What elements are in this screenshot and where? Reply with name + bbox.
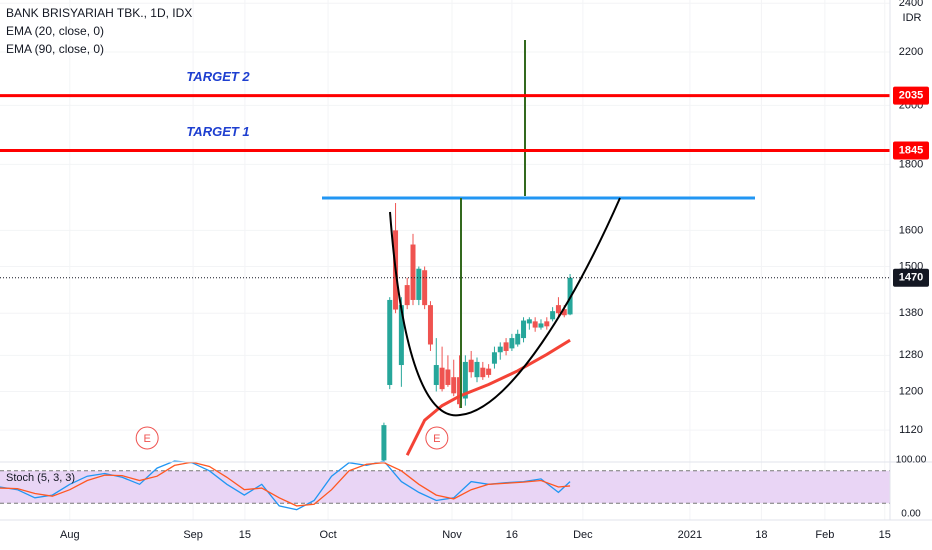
event-marker xyxy=(425,426,449,450)
candle-body xyxy=(515,333,521,345)
x-tick-label: Aug xyxy=(60,529,80,541)
axis-labels: 1120120012801380150016001800200022002400… xyxy=(60,0,929,541)
legend-entry: EMA (90, close, 0) xyxy=(6,42,104,56)
candle-body xyxy=(491,352,497,364)
stoch-line xyxy=(0,461,571,507)
candle-body xyxy=(416,268,422,300)
level-value: 1845 xyxy=(899,144,923,156)
chart-title: BANK BRISYARIAH TBK., 1D, IDX xyxy=(6,6,192,20)
event-label: E xyxy=(433,433,440,445)
candle-body xyxy=(538,323,544,328)
x-tick-label: 15 xyxy=(239,529,251,541)
candle-body xyxy=(404,285,410,306)
candle-body xyxy=(509,338,515,349)
stoch-tick-label: 100.00 xyxy=(896,455,927,466)
x-tick-label: 16 xyxy=(506,529,518,541)
candle-body xyxy=(532,321,538,328)
candle-body xyxy=(422,270,428,306)
candle-body xyxy=(433,365,439,385)
candle-body xyxy=(457,377,463,405)
x-tick-label: Oct xyxy=(320,529,337,541)
marks xyxy=(0,203,890,511)
grid xyxy=(0,0,890,520)
candle-body xyxy=(544,321,550,327)
y-tick-label: 1380 xyxy=(899,307,923,319)
candle-body xyxy=(462,361,468,399)
candle-body xyxy=(387,299,393,385)
y-tick-label: 2400 xyxy=(899,0,923,9)
level-tag xyxy=(893,86,929,105)
level-value: 2035 xyxy=(899,90,923,102)
candle-body xyxy=(480,367,486,378)
candle-body xyxy=(497,346,503,353)
x-tick-label: 15 xyxy=(879,529,891,541)
candle-body xyxy=(526,319,532,324)
y-tick-label: 1800 xyxy=(899,158,923,170)
y-tick-label: 1600 xyxy=(899,224,923,236)
candle-body xyxy=(503,342,509,351)
stoch-band xyxy=(0,470,890,504)
candle-body xyxy=(486,368,492,375)
candle-body xyxy=(427,305,433,345)
x-tick-label: Feb xyxy=(815,529,834,541)
x-tick-label: Dec xyxy=(573,529,593,541)
last-price: 1470 xyxy=(899,272,923,284)
x-tick-label: 18 xyxy=(755,529,767,541)
last-price-tag xyxy=(893,268,929,287)
y-tick-label: 1120 xyxy=(899,424,923,436)
event-marker xyxy=(135,426,159,450)
y-tick-label: 2200 xyxy=(899,46,923,58)
target-label: TARGET 1 xyxy=(186,124,249,139)
legend-entry: EMA (20, close, 0) xyxy=(6,24,104,38)
candle-body xyxy=(550,311,556,320)
stoch-line xyxy=(0,460,571,511)
level-tag xyxy=(893,141,929,160)
candle-body xyxy=(381,425,387,461)
candle-body xyxy=(451,377,457,394)
candle-body xyxy=(561,309,567,316)
stoch-name: Stoch (5, 3, 3) xyxy=(6,472,75,484)
event-label: E xyxy=(143,433,150,445)
target-label: TARGET 2 xyxy=(186,69,250,84)
candle-body xyxy=(439,367,445,390)
x-tick-label: Sep xyxy=(183,529,203,541)
x-tick-label: 2021 xyxy=(678,529,702,541)
candle-body xyxy=(468,359,474,373)
ema-line xyxy=(405,338,571,456)
candle-body xyxy=(555,305,561,314)
y-tick-label: 1280 xyxy=(899,349,923,361)
currency: IDR xyxy=(903,12,922,24)
candle-body xyxy=(521,320,527,339)
candle-body xyxy=(398,305,404,366)
overlay: TARGET 2 TARGET 1 E E xyxy=(0,69,890,450)
cup-curve xyxy=(389,197,621,417)
candle-body xyxy=(445,369,451,385)
stoch-tick-label: 0.00 xyxy=(901,509,921,520)
candle-body xyxy=(410,244,416,300)
candle-body xyxy=(474,361,480,378)
x-tick-label: Nov xyxy=(442,529,462,541)
y-tick-label: 1200 xyxy=(899,385,923,397)
